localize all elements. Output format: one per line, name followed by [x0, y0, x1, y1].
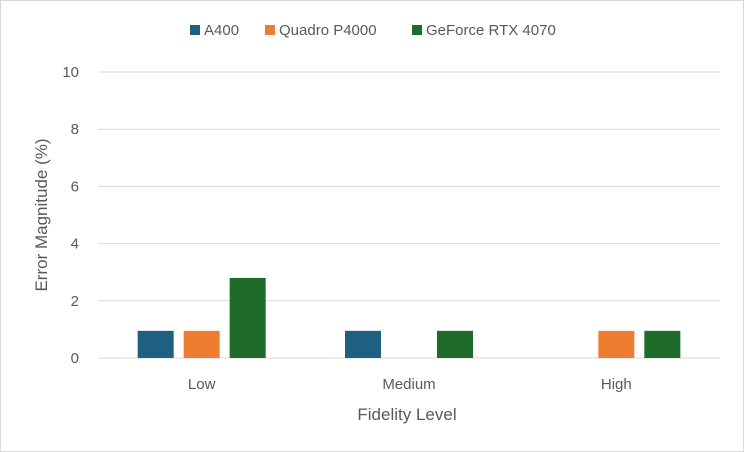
legend-swatch: [190, 25, 200, 35]
legend-label: A400: [204, 22, 239, 39]
legend-label: Quadro P4000: [279, 22, 377, 39]
legend-label: GeForce RTX 4070: [426, 22, 556, 39]
bar-a400-medium: [345, 330, 381, 358]
y-axis-ticks: 0 2 4 6 8 10: [62, 64, 79, 367]
x-tick-label: High: [601, 376, 632, 393]
y-axis-title: Error Magnitude (%): [32, 138, 51, 291]
y-tick-label: 8: [71, 121, 79, 138]
legend-swatch: [412, 25, 422, 35]
y-tick-label: 6: [71, 178, 79, 195]
y-tick-label: 10: [62, 64, 79, 81]
bars: [137, 277, 681, 358]
bar-geforce-rtx-4070-medium: [437, 330, 473, 358]
legend-swatch: [265, 25, 275, 35]
bar-quadro-p4000-high: [598, 330, 635, 358]
bar-geforce-rtx-4070-low: [229, 277, 266, 358]
x-tick-label: Medium: [382, 376, 435, 393]
bar-a400-low: [137, 330, 174, 358]
x-axis-title: Fidelity Level: [357, 405, 456, 424]
x-tick-label: Low: [188, 376, 216, 393]
y-tick-label: 0: [71, 350, 79, 367]
gridlines: [98, 71, 720, 359]
x-axis-ticks: Low Medium High: [188, 376, 632, 393]
bar-quadro-p4000-low: [183, 330, 220, 358]
y-tick-label: 2: [71, 293, 79, 310]
y-tick-label: 4: [71, 236, 79, 253]
bar-geforce-rtx-4070-high: [644, 330, 681, 358]
legend: A400 Quadro P4000 GeForce RTX 4070: [190, 22, 556, 39]
